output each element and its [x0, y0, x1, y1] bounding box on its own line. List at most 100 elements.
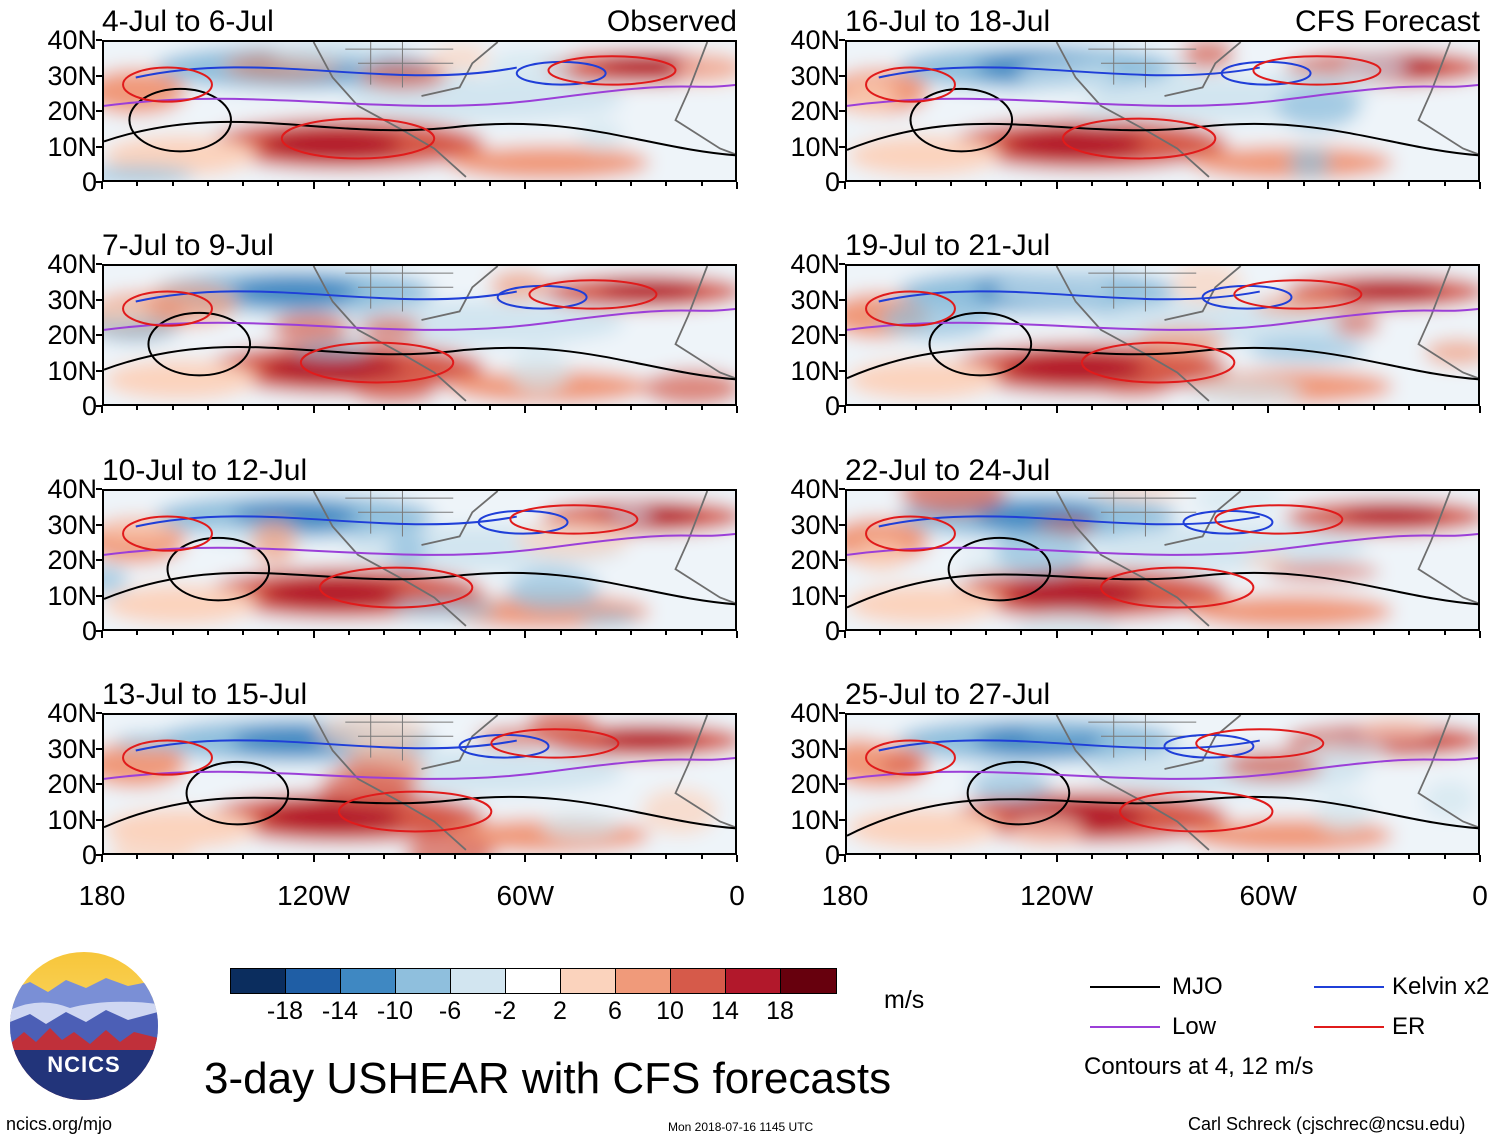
lat-tick-label: 30N	[47, 733, 97, 764]
er-contour	[1233, 279, 1363, 310]
lon-tick	[1090, 631, 1093, 635]
colorbar-swatch	[396, 969, 451, 993]
panel-title: 4-Jul to 6-Jul	[102, 5, 274, 38]
lon-tick	[347, 182, 350, 186]
lon-tick	[453, 406, 456, 410]
lon-tick	[949, 855, 952, 859]
positive-shear-core	[1005, 128, 1146, 160]
colorbar-tick-label: -6	[438, 997, 462, 1025]
lat-tick-label: 0	[81, 840, 97, 870]
lat-tick-label: 20N	[47, 320, 97, 350]
positive-shear-core	[262, 577, 403, 609]
panel-tag: Observed	[606, 5, 737, 38]
lon-tick	[489, 182, 492, 186]
colorbar-swatch	[781, 969, 836, 993]
panel-title: 22-Jul to 24-Jul	[845, 454, 1051, 487]
positive-shear-core	[1005, 352, 1146, 384]
lon-tick	[277, 855, 280, 859]
er-contour	[528, 279, 658, 310]
lon-tick	[1020, 631, 1023, 635]
lon-tick	[1126, 631, 1129, 635]
legend-mjo-line	[1090, 986, 1160, 988]
er-contour	[865, 290, 956, 327]
panel-title: 25-Jul to 27-Jul	[845, 678, 1051, 711]
lon-tick-label: 120W	[1020, 880, 1094, 911]
lon-tick	[1020, 406, 1023, 410]
lat-tick-label: 10N	[47, 131, 97, 162]
lon-tick	[1302, 182, 1305, 186]
lat-tick-label: 40N	[790, 25, 840, 55]
lat-tick-label: 20N	[47, 769, 97, 799]
low-contour	[847, 757, 1478, 780]
state-borders	[345, 266, 454, 312]
positive-shear-area	[847, 808, 1000, 849]
lon-tick	[1196, 406, 1199, 410]
lon-tick	[1090, 855, 1093, 859]
lon-tick	[1232, 406, 1235, 410]
lon-tick	[1267, 182, 1270, 189]
er-contour	[1100, 566, 1255, 609]
lon-tick-label: 120W	[277, 880, 351, 911]
positive-shear-core	[599, 280, 701, 301]
positive-shear-core	[262, 128, 403, 160]
lon-tick	[665, 631, 668, 635]
lon-tick	[985, 406, 988, 410]
colorbar-swatch	[671, 969, 726, 993]
mjo-contour	[147, 311, 252, 377]
lon-tick	[1267, 631, 1270, 638]
positive-shear-core	[1005, 577, 1146, 609]
lon-tick	[1232, 631, 1235, 635]
mjo-contour	[104, 120, 735, 157]
shear-field	[104, 42, 735, 180]
positive-shear-core	[599, 729, 701, 750]
lat-tick	[839, 747, 845, 750]
lon-tick	[1126, 182, 1129, 186]
lon-tick	[136, 855, 139, 859]
lon-tick	[844, 855, 846, 862]
lon-tick	[136, 182, 139, 186]
lon-tick	[700, 631, 703, 635]
lon-tick	[1302, 406, 1305, 410]
lon-tick	[630, 182, 633, 186]
lon-tick	[1373, 855, 1376, 859]
shear-map	[845, 40, 1480, 182]
mjo-contour	[847, 346, 1478, 381]
lon-tick	[736, 406, 738, 413]
website-link[interactable]: ncics.org/mjo	[6, 1114, 113, 1134]
colorbar	[230, 968, 837, 994]
lon-tick	[453, 631, 456, 635]
lat-tick-label: 10N	[790, 804, 840, 835]
lon-tick	[949, 182, 952, 186]
lat-tick-label: 20N	[47, 96, 97, 126]
er-contour	[337, 790, 493, 833]
positive-shear-core	[262, 352, 403, 384]
logo-text: NCICS	[47, 1052, 121, 1077]
lon-tick-label: 0	[1472, 880, 1488, 911]
lon-tick	[312, 855, 315, 862]
colorbar-tick-label: 14	[711, 997, 739, 1025]
lon-tick	[1161, 182, 1164, 186]
shear-field	[104, 266, 735, 404]
shear-map	[845, 489, 1480, 631]
author-credit: Carl Schreck (cjschrec@ncsu.edu)	[1188, 1114, 1466, 1134]
lon-tick	[914, 855, 917, 859]
lon-tick-label: 180	[821, 880, 869, 911]
lon-tick	[594, 855, 597, 859]
state-borders	[345, 715, 454, 761]
lat-tick	[96, 110, 102, 112]
lon-tick	[206, 855, 209, 859]
lat-tick-label: 30N	[47, 284, 97, 315]
lon-tick	[383, 631, 386, 635]
lon-tick	[524, 406, 527, 413]
lat-tick-label: 10N	[790, 355, 840, 386]
lat-tick-label: 0	[81, 616, 97, 646]
panel-title: 16-Jul to 18-Jul	[845, 5, 1051, 38]
lon-tick	[1020, 855, 1023, 859]
er-contour	[865, 739, 956, 776]
lon-tick	[1479, 406, 1481, 413]
lon-tick	[136, 631, 139, 635]
logo-graphic	[10, 952, 158, 1100]
er-contour	[122, 66, 213, 103]
colorbar-tick-label: -14	[321, 997, 359, 1025]
lon-tick	[665, 406, 668, 410]
